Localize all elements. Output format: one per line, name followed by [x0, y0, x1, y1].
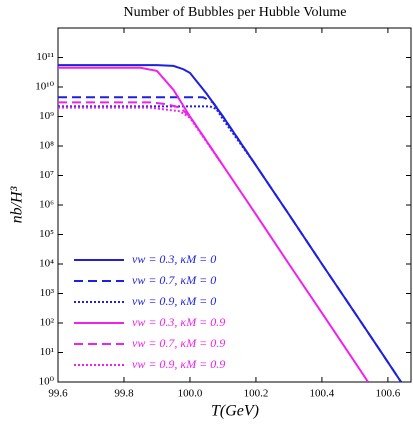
y-tick-label: 10¹¹ [36, 51, 54, 63]
x-tick-label: 99.8 [114, 388, 134, 400]
y-tick-label: 10² [40, 317, 55, 329]
y-tick-label: 10⁵ [39, 228, 54, 240]
series-line [58, 106, 224, 166]
y-axis-label: nb/H³ [9, 186, 26, 223]
series-line [58, 96, 402, 382]
legend-label: vw = 0.9, κM = 0.9 [132, 357, 225, 371]
x-tick-label: 100.4 [310, 388, 335, 400]
legend-label: vw = 0.3, κM = 0 [132, 252, 216, 266]
y-tick-label: 10⁰ [39, 376, 55, 388]
legend-label: vw = 0.3, κM = 0.9 [132, 315, 225, 329]
y-tick-label: 10³ [40, 287, 55, 299]
series-line [58, 105, 257, 166]
y-tick-label: 10⁸ [39, 140, 54, 152]
x-tick-label: 100.6 [376, 388, 401, 400]
y-tick-label: 10¹⁰ [35, 81, 54, 93]
x-tick-label: 99.6 [48, 388, 68, 400]
legend-label: vw = 0.9, κM = 0 [132, 294, 216, 308]
plot-frame [57, 27, 412, 383]
series-line [58, 64, 402, 382]
legend-label: vw = 0.7, κM = 0 [132, 273, 216, 287]
y-tick-label: 10⁶ [39, 199, 54, 211]
legend-label: vw = 0.7, κM = 0.9 [132, 336, 225, 350]
y-tick-label: 10¹ [40, 346, 54, 358]
y-tick-label: 10⁷ [39, 169, 54, 181]
y-tick-label: 10⁴ [39, 258, 54, 270]
chart-title: Number of Bubbles per Hubble Volume [123, 5, 346, 20]
x-tick-label: 100.2 [244, 388, 269, 400]
y-tick-label: 10⁹ [39, 110, 54, 122]
x-axis-label: T(GeV) [211, 403, 259, 420]
series-line [58, 101, 224, 166]
x-tick-label: 100.0 [178, 388, 203, 400]
